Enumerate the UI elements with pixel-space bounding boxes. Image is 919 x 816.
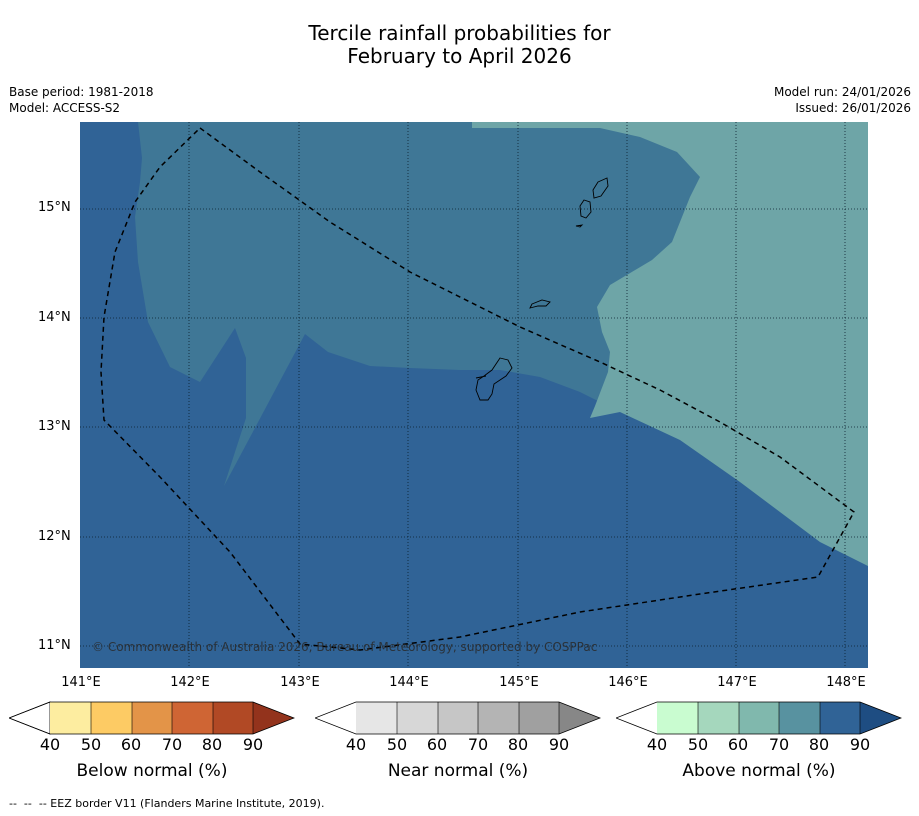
colorbar-above-normal	[616, 700, 902, 736]
cbar-above-tick-50: 50	[687, 735, 709, 754]
cbar-near-tick-60: 60	[426, 735, 448, 754]
cbar-below-tick-70: 70	[161, 735, 183, 754]
islands	[475, 177, 609, 401]
issued-text: Issued: 26/01/2026	[795, 101, 911, 115]
cbar-below-over	[253, 702, 294, 734]
cbar-above-under	[616, 702, 657, 734]
cbar-near-tick-40: 40	[345, 735, 367, 754]
lon-label-145e: 145°E	[499, 675, 539, 690]
colorbar-near-normal	[315, 700, 601, 736]
eez-footnote: -- -- -- EEZ border V11 (Flanders Marine…	[9, 797, 325, 810]
title-line-2: February to April 2026	[347, 44, 572, 68]
cbar-above-seg-1	[657, 702, 698, 734]
cbar-above-label: Above normal (%)	[682, 761, 836, 781]
base-period-text: Base period: 1981-2018	[9, 85, 154, 99]
cbar-above-seg-4	[779, 702, 820, 734]
cbar-above-tick-60: 60	[727, 735, 749, 754]
cbar-near-tick-90: 90	[548, 735, 570, 754]
map-panel: © Commonwealth of Australia 2026, Bureau…	[80, 122, 868, 668]
lat-label-14n: 14°N	[38, 310, 71, 325]
cbar-below-seg-1	[50, 702, 91, 734]
cbar-below-tick-40: 40	[39, 735, 61, 754]
chart-title: Tercile rainfall probabilities for Febru…	[0, 22, 919, 68]
cbar-below-tick-50: 50	[80, 735, 102, 754]
cbar-below-label: Below normal (%)	[76, 761, 228, 781]
band-60-70	[472, 122, 868, 566]
cbar-below-tick-60: 60	[120, 735, 142, 754]
lon-label-143e: 143°E	[280, 675, 320, 690]
island-rota	[529, 299, 551, 309]
cbar-below-seg-4	[172, 702, 213, 734]
island-tinian	[579, 199, 592, 219]
cbar-above-seg-2	[698, 702, 739, 734]
island-aguijan	[575, 224, 584, 228]
lat-label-12n: 12°N	[38, 529, 71, 544]
lon-label-142e: 142°E	[170, 675, 210, 690]
lat-label-15n: 15°N	[38, 200, 71, 215]
lon-label-141e: 141°E	[61, 675, 101, 690]
model-run-text: Model run: 24/01/2026	[773, 85, 911, 99]
cbar-near-seg-5	[519, 702, 559, 734]
cbar-below-under	[9, 701, 51, 735]
lon-label-146e: 146°E	[608, 675, 648, 690]
cbar-near-seg-3	[438, 702, 478, 734]
cbar-above-tick-90: 90	[849, 735, 871, 754]
cbar-near-seg-1	[356, 702, 397, 734]
cbar-near-seg-2	[397, 702, 438, 734]
cbar-below-seg-2	[91, 702, 132, 734]
cbar-above-tick-80: 80	[808, 735, 830, 754]
cbar-below-seg-5	[213, 702, 253, 734]
model-text: Model: ACCESS-S2	[9, 101, 121, 115]
meta-right: Model run: 24/01/2026 Issued: 26/01/2026	[774, 84, 911, 116]
copyright-credit: © Commonwealth of Australia 2026, Bureau…	[92, 640, 598, 654]
cbar-above-seg-5	[820, 702, 860, 734]
cbar-near-tick-80: 80	[507, 735, 529, 754]
lon-label-144e: 144°E	[389, 675, 429, 690]
island-guam	[475, 357, 513, 401]
colorbar-below-normal	[9, 700, 295, 736]
cbar-near-over	[559, 702, 600, 734]
cbar-near-tick-70: 70	[467, 735, 489, 754]
cbar-near-under	[315, 702, 356, 734]
cbar-below-tick-80: 80	[201, 735, 223, 754]
lon-label-147e: 147°E	[717, 675, 757, 690]
lat-label-11n: 11°N	[38, 638, 71, 653]
title-line-1: Tercile rainfall probabilities for	[308, 21, 611, 45]
cbar-above-seg-3	[739, 702, 779, 734]
cbar-below-tick-90: 90	[242, 735, 264, 754]
cbar-near-label: Near normal (%)	[387, 761, 529, 781]
cbar-near-seg-4	[478, 702, 519, 734]
grid-lines	[80, 122, 868, 668]
lat-label-13n: 13°N	[38, 419, 71, 434]
cbar-above-tick-70: 70	[768, 735, 790, 754]
meta-left: Base period: 1981-2018 Model: ACCESS-S2	[9, 84, 154, 116]
cbar-above-tick-40: 40	[646, 735, 668, 754]
lon-label-148e: 148°E	[826, 675, 866, 690]
island-saipan	[592, 177, 609, 199]
map-svg	[80, 122, 868, 668]
cbar-below-seg-3	[132, 702, 172, 734]
cbar-above-over	[860, 702, 901, 734]
cbar-near-tick-50: 50	[386, 735, 408, 754]
